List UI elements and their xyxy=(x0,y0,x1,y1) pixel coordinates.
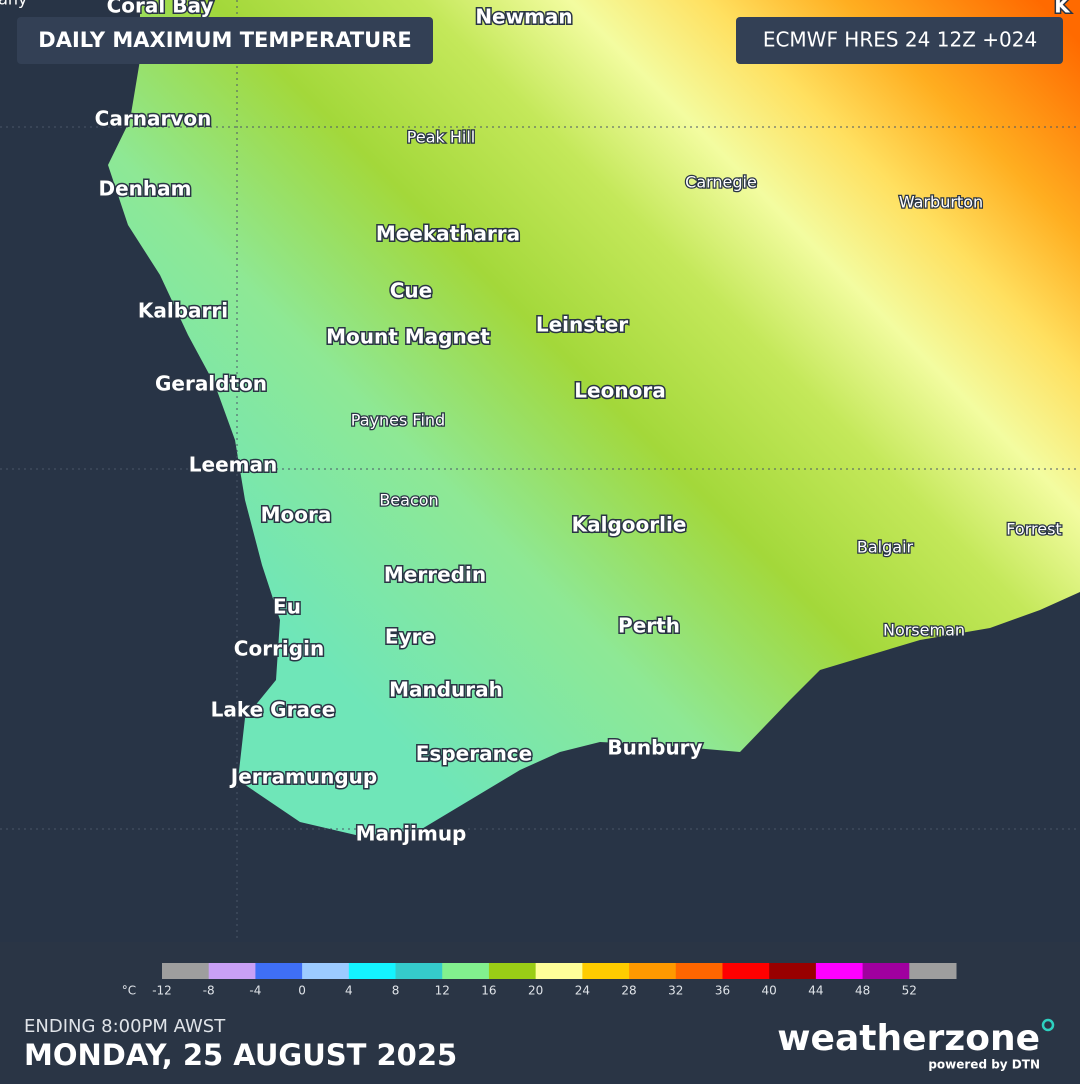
legend-label: 8 xyxy=(392,984,400,998)
legend-swatch xyxy=(208,963,256,979)
legend-swatch xyxy=(535,963,583,979)
place-label: Albany xyxy=(0,0,27,9)
legend-swatch xyxy=(395,963,443,979)
place-label: Carnarvon xyxy=(95,107,212,131)
model-label: ECMWF HRES 24 12Z +024 xyxy=(763,28,1037,52)
place-label: Lake Grace xyxy=(211,698,336,722)
place-label: Kalgoorlie xyxy=(572,513,687,537)
place-label: Leonora xyxy=(574,379,665,403)
legend-swatch xyxy=(629,963,677,979)
legend-swatch xyxy=(675,963,723,979)
legend-label: -12 xyxy=(152,984,172,998)
logo-dot xyxy=(1041,1018,1055,1032)
legend-label: 12 xyxy=(435,984,450,998)
ending-time: ENDING 8:00PM AWST xyxy=(24,1016,226,1037)
place-label: Peak Hill xyxy=(407,128,475,147)
place-label: Esperance xyxy=(416,742,532,766)
land xyxy=(108,0,1080,836)
legend-label: 4 xyxy=(345,984,353,998)
legend-unit: °C xyxy=(122,984,136,998)
title-box xyxy=(17,17,433,64)
place-label: Bunbury xyxy=(607,736,702,760)
logo-tagline: powered by DTN xyxy=(928,1058,1040,1072)
legend-swatch xyxy=(769,963,817,979)
legend-swatch xyxy=(862,963,910,979)
legend-label: 48 xyxy=(855,984,870,998)
place-label: Perth xyxy=(618,614,680,638)
logo: weatherzone xyxy=(777,1018,1040,1059)
place-label: Warburton xyxy=(899,193,983,212)
legend-swatch xyxy=(722,963,770,979)
place-label: Mount Magnet xyxy=(326,325,490,349)
legend-swatch xyxy=(348,963,397,979)
legend-label: 24 xyxy=(575,984,590,998)
place-label: Moora xyxy=(261,503,332,527)
place-label: Leeman xyxy=(189,453,277,477)
place-label: Cue xyxy=(390,279,432,303)
place-label: Merredin xyxy=(384,563,486,587)
place-label: Corrigin xyxy=(234,637,324,661)
legend-swatch xyxy=(442,963,490,979)
place-label: Beacon xyxy=(379,491,438,510)
legend-swatch xyxy=(815,963,864,979)
legend-label: -8 xyxy=(203,984,215,998)
place-label: Paynes Find xyxy=(351,411,445,430)
legend-swatch xyxy=(909,963,957,979)
place-label: Newman xyxy=(475,5,572,29)
graticule xyxy=(0,0,1080,942)
legend-label: 0 xyxy=(298,984,306,998)
place-label: Manjimup xyxy=(356,822,467,846)
place-label: Meekatharra xyxy=(376,222,520,246)
legend-label: 20 xyxy=(528,984,543,998)
map-title: DAILY MAXIMUM TEMPERATURE xyxy=(38,28,411,52)
forecast-date: MONDAY, 25 AUGUST 2025 xyxy=(24,1038,457,1072)
place-label: Balgair xyxy=(857,538,914,557)
legend-swatch xyxy=(302,963,350,979)
place-label: Forrest xyxy=(1006,520,1061,539)
place-label: Denham xyxy=(99,177,192,201)
place-label: Jerramungup xyxy=(229,765,377,789)
legend-swatch xyxy=(582,963,630,979)
place-label: Kalbarri xyxy=(138,299,228,323)
legend-swatch xyxy=(162,963,210,979)
legend-label: 36 xyxy=(715,984,730,998)
legend-swatch xyxy=(255,963,303,979)
legend-label: 40 xyxy=(762,984,777,998)
legend-label: 28 xyxy=(621,984,636,998)
legend-label: 32 xyxy=(668,984,683,998)
model-box xyxy=(736,17,1063,64)
legend-label: -4 xyxy=(249,984,261,998)
legend-label: 16 xyxy=(481,984,496,998)
place-label: Coral Bay xyxy=(107,0,214,18)
place-label: Eu xyxy=(273,595,301,619)
legend-label: 52 xyxy=(902,984,917,998)
place-label: Norseman xyxy=(883,621,965,640)
place-label: K xyxy=(1054,0,1071,18)
legend-swatch xyxy=(488,963,537,979)
place-label: Geraldton xyxy=(155,372,267,396)
place-label: Eyre xyxy=(385,625,435,649)
place-label: Mandurah xyxy=(389,678,503,702)
legend-label: 44 xyxy=(808,984,823,998)
place-label: Carnegie xyxy=(685,173,757,192)
place-label: Leinster xyxy=(536,313,628,337)
